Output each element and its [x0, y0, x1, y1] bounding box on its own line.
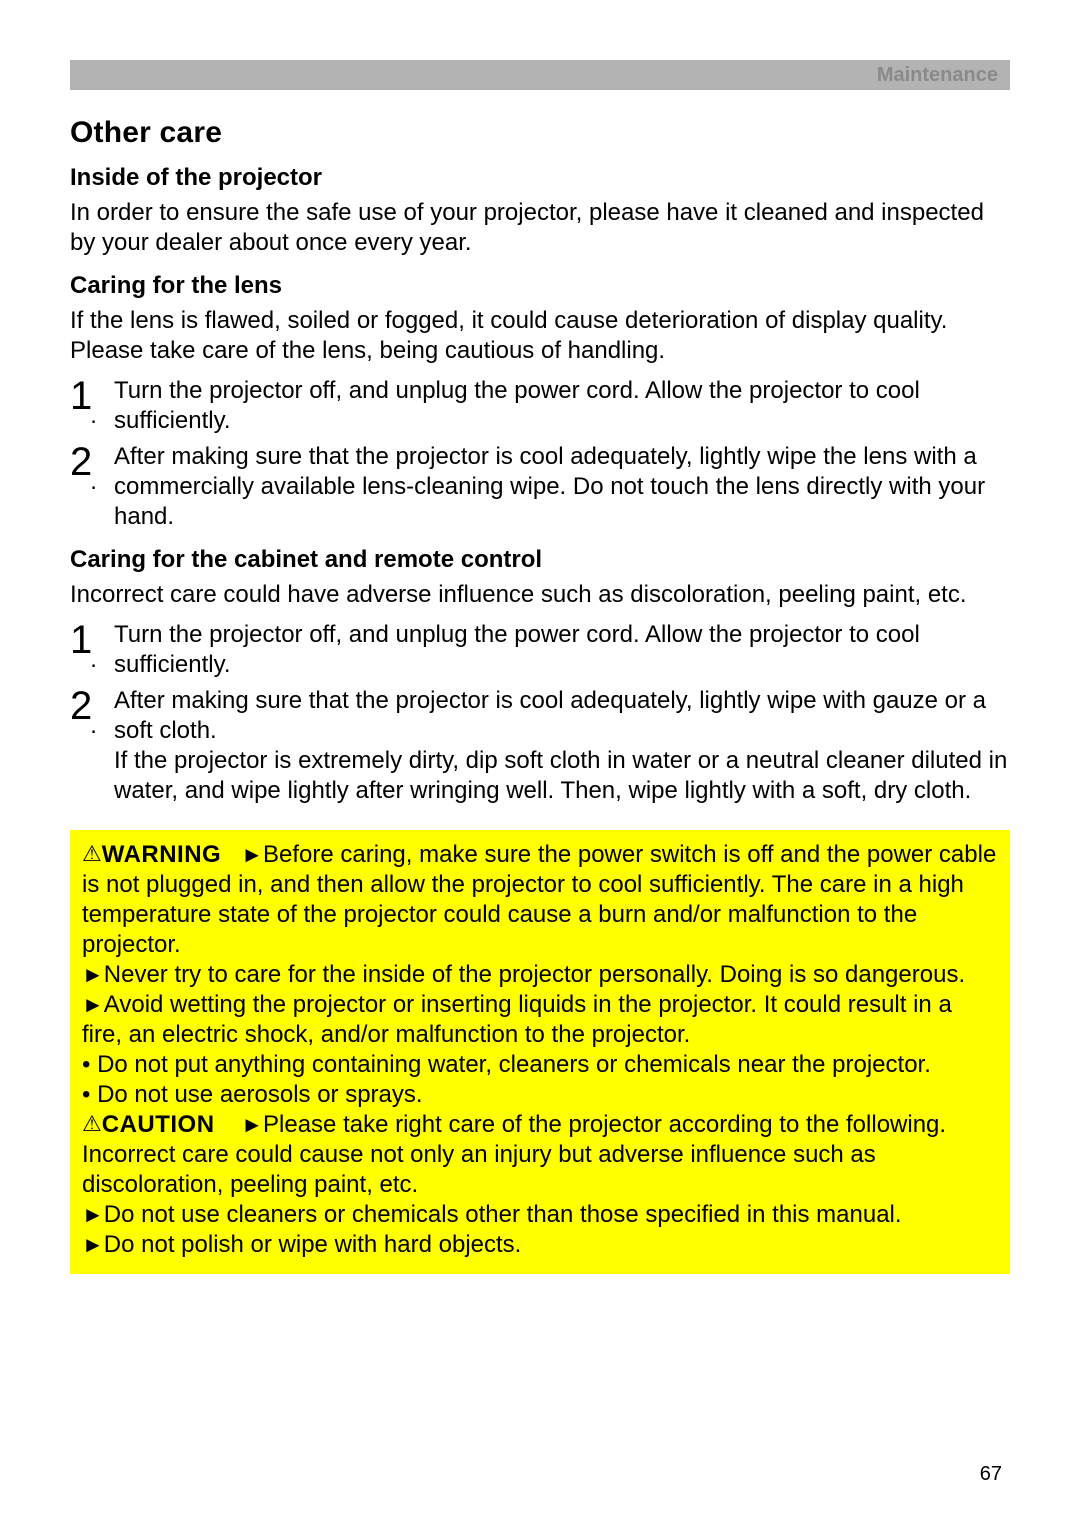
arrow-icon: ►	[241, 842, 263, 867]
arrow-icon: ►	[82, 992, 104, 1017]
arrow-icon: ►	[82, 962, 104, 987]
subheading-inside: Inside of the projector	[70, 164, 1010, 192]
subheading-lens: Caring for the lens	[70, 272, 1010, 300]
step-dot: .	[90, 646, 97, 673]
body-cabinet-intro: Incorrect care could have adverse influe…	[70, 580, 1010, 610]
arrow-icon: ►	[82, 1232, 104, 1257]
cabinet-step-2-extra: If the projector is extremely dirty, dip…	[114, 746, 1010, 806]
page-title: Other care	[70, 116, 1010, 150]
body-inside: In order to ensure the safe use of your …	[70, 198, 1010, 258]
warning-bullet: • Do not use aerosols or sprays.	[82, 1081, 423, 1108]
step-dot: .	[90, 468, 97, 495]
step-text: Turn the projector off, and unplug the p…	[114, 374, 1010, 436]
warning-icon: ⚠	[82, 841, 102, 866]
step-number-value: 1	[70, 618, 92, 662]
step-number: 1.	[70, 618, 114, 660]
header-label: Maintenance	[877, 64, 998, 87]
step-number-value: 2	[70, 684, 92, 728]
warning-bullet: • Do not put anything containing water, …	[82, 1051, 931, 1078]
lens-step-2: 2. After making sure that the projector …	[70, 440, 1010, 532]
page-number: 67	[980, 1463, 1002, 1486]
cabinet-step-2: 2. After making sure that the projector …	[70, 684, 1010, 746]
step-number: 2.	[70, 440, 114, 482]
body-lens-intro: If the lens is flawed, soiled or fogged,…	[70, 306, 1010, 366]
caution-label: CAUTION	[102, 1111, 215, 1138]
step-dot: .	[90, 712, 97, 739]
cabinet-step-1: 1. Turn the projector off, and unplug th…	[70, 618, 1010, 680]
subheading-cabinet: Caring for the cabinet and remote contro…	[70, 546, 1010, 574]
arrow-icon: ►	[241, 1112, 263, 1137]
lens-step-1: 1. Turn the projector off, and unplug th…	[70, 374, 1010, 436]
step-number: 1.	[70, 374, 114, 416]
caution-text: Do not polish or wipe with hard objects.	[104, 1231, 522, 1258]
step-number: 2.	[70, 684, 114, 726]
step-number-value: 2	[70, 440, 92, 484]
caution-text: Do not use cleaners or chemicals other t…	[104, 1201, 902, 1228]
warning-box: ⚠WARNING ►Before caring, make sure the p…	[70, 830, 1010, 1274]
step-dot: .	[90, 402, 97, 429]
step-text: Turn the projector off, and unplug the p…	[114, 618, 1010, 680]
header-bar: Maintenance	[70, 60, 1010, 90]
step-text: After making sure that the projector is …	[114, 440, 1010, 532]
caution-icon: ⚠	[82, 1111, 102, 1136]
step-number-value: 1	[70, 374, 92, 418]
arrow-icon: ►	[82, 1202, 104, 1227]
page-container: Maintenance Other care Inside of the pro…	[0, 0, 1080, 1274]
step-text: After making sure that the projector is …	[114, 684, 1010, 746]
warning-text: Never try to care for the inside of the …	[104, 961, 965, 988]
warning-text: Avoid wetting the projector or inserting…	[82, 991, 952, 1048]
warning-label: WARNING	[102, 841, 222, 868]
